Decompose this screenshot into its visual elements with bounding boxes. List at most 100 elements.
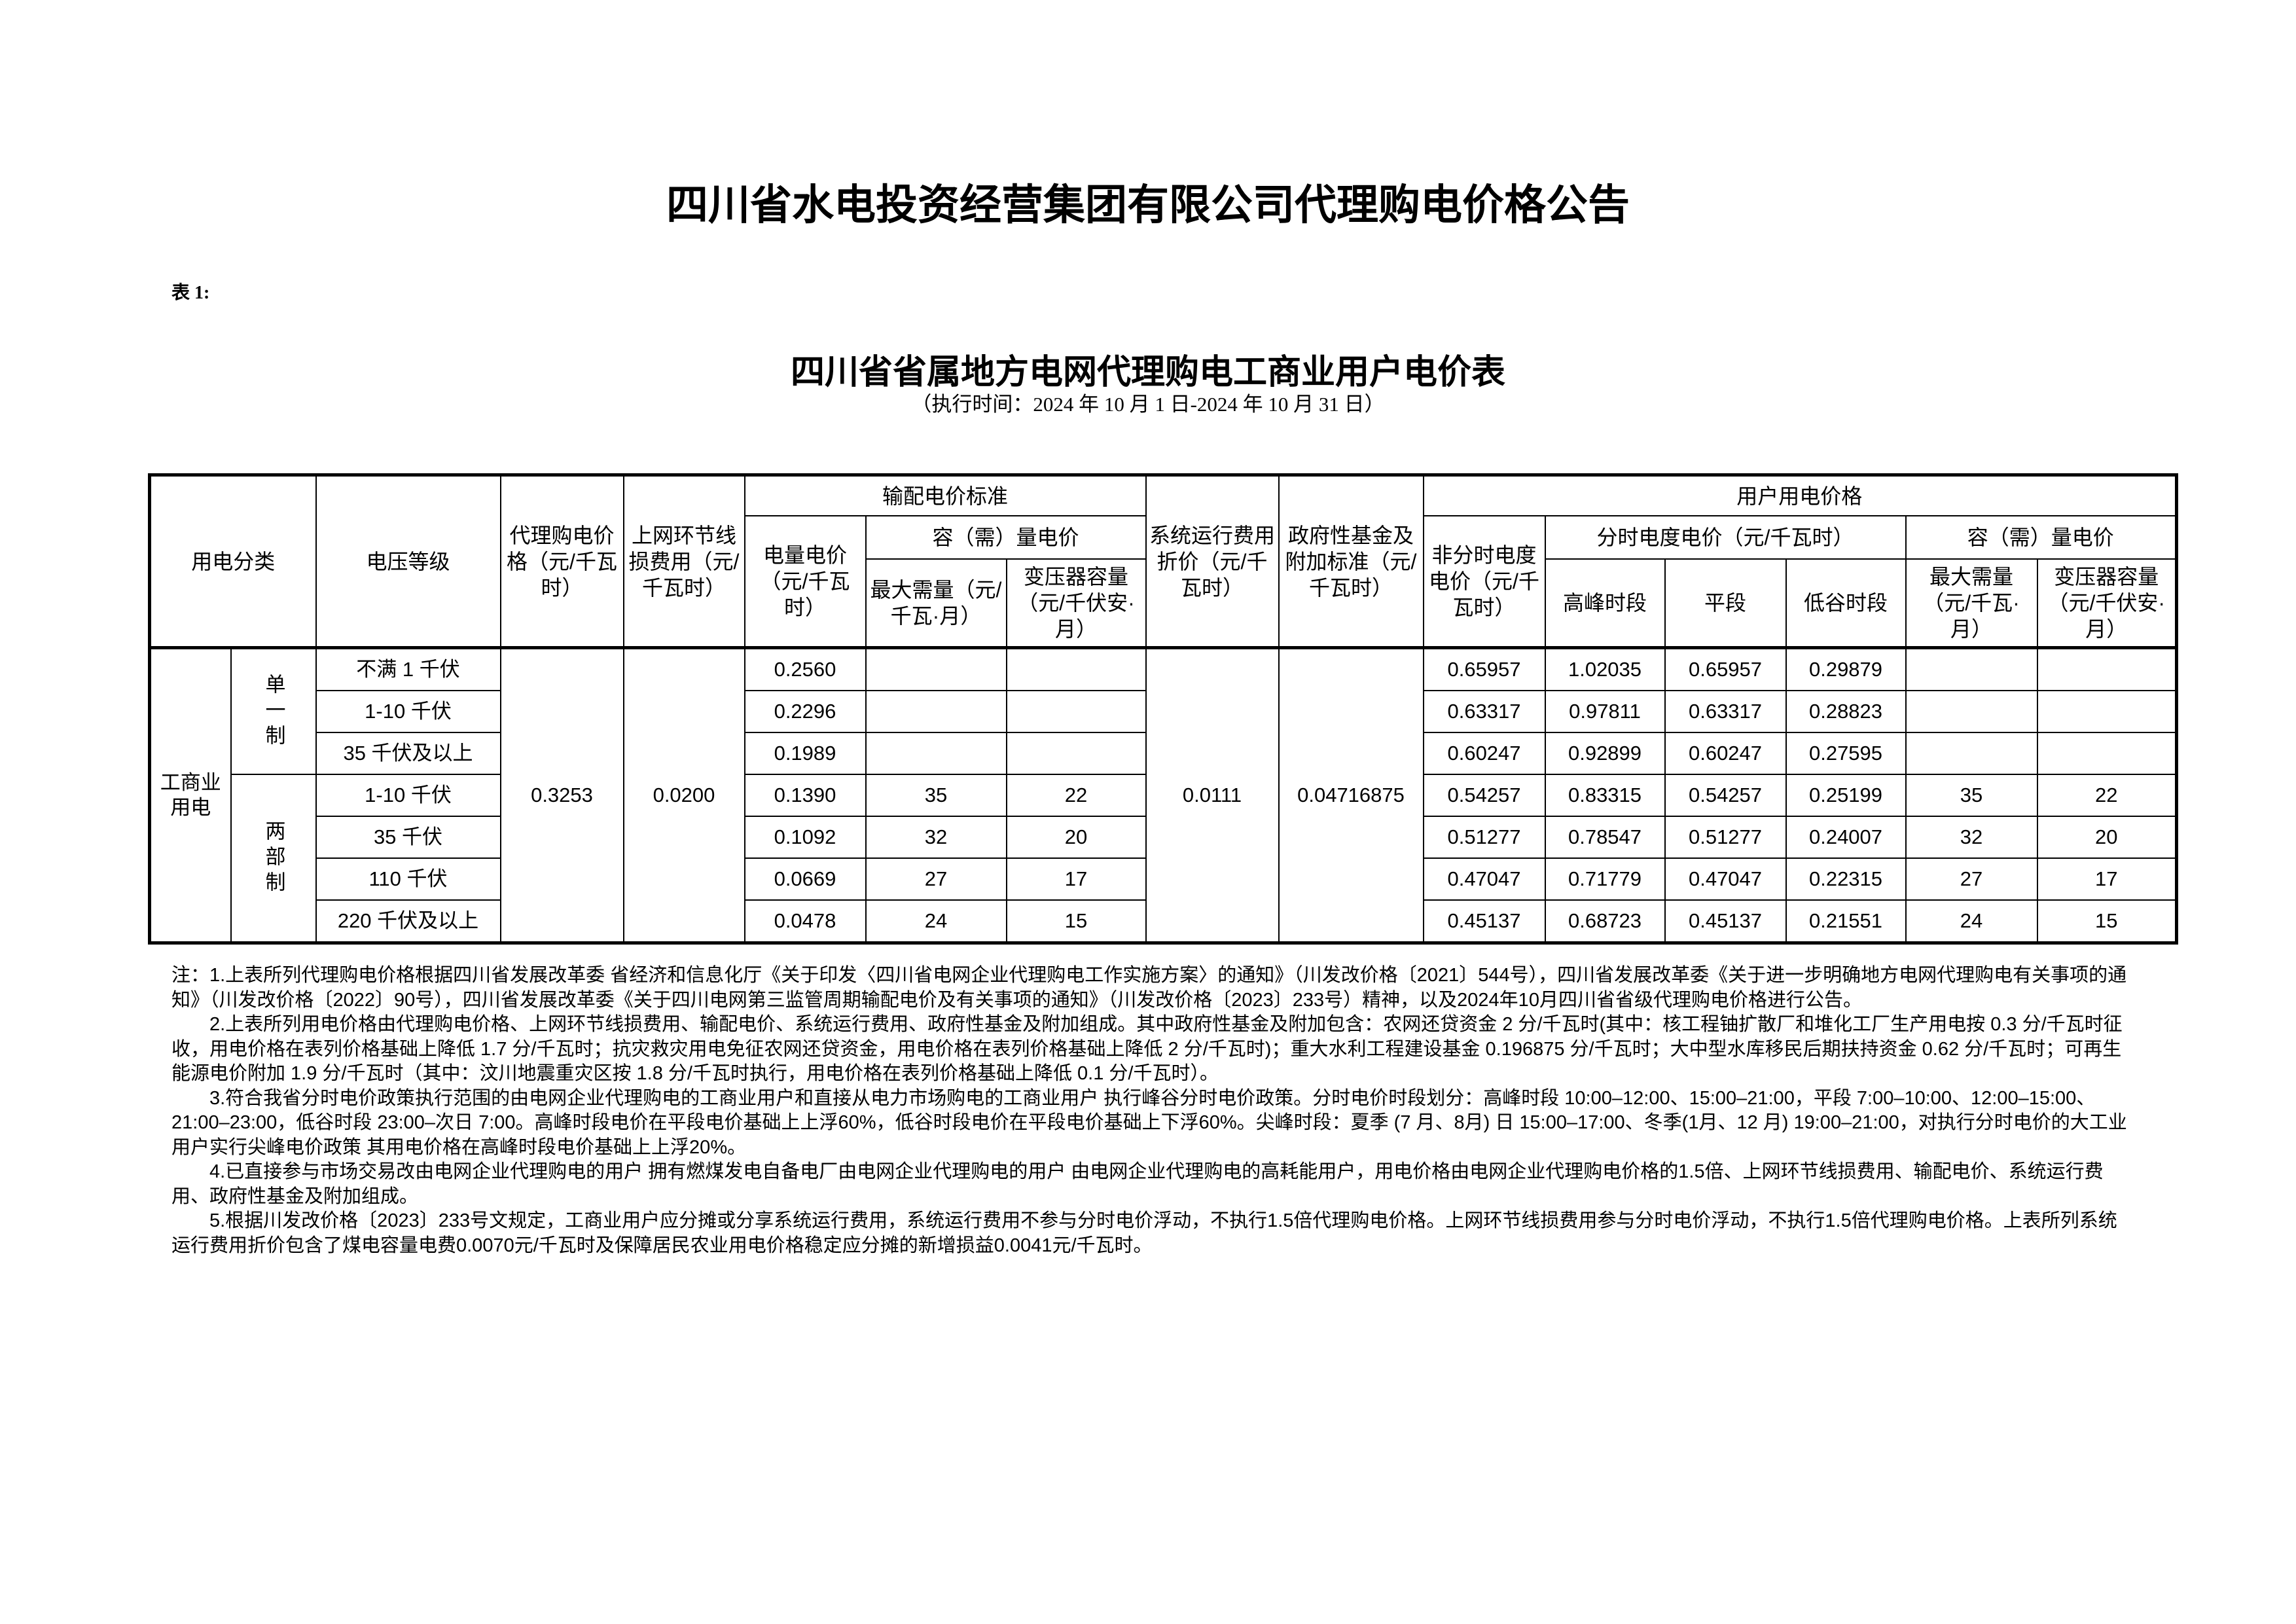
header-transformer: 变压器容量（元/千伏安·月） — [1005, 558, 1147, 649]
transformer-cell — [1005, 732, 1147, 775]
table-row: 220 千伏及以上 0.0478 24 15 0.45137 0.68723 0.45137… — [150, 899, 2178, 944]
table-row: 35 千伏及以上 0.1989 0.60247 0.92899 0.60247 0.275… — [150, 732, 2178, 775]
non-tou-cell: 0.63317 — [1422, 690, 1546, 733]
valley-cell: 0.28823 — [1785, 690, 1907, 733]
u-max-cell — [1905, 690, 2038, 733]
voltage-cell: 35 千伏及以上 — [315, 732, 501, 775]
voltage-cell: 1-10 千伏 — [315, 690, 501, 733]
u-trans-cell — [2036, 690, 2178, 733]
voltage-cell: 220 千伏及以上 — [315, 899, 501, 944]
u-trans-cell: 17 — [2036, 857, 2178, 901]
energy-price-cell: 0.2296 — [744, 690, 867, 733]
header-user-transformer: 变压器容量（元/千伏安·月） — [2036, 558, 2178, 649]
group-cell: 单一制 — [230, 647, 317, 775]
system-fee-cell: 0.0111 — [1145, 647, 1280, 944]
valley-cell: 0.29879 — [1785, 647, 1907, 691]
flat-cell: 0.51277 — [1664, 816, 1787, 859]
energy-price-cell: 0.0478 — [744, 899, 867, 944]
voltage-cell: 不满 1 千伏 — [315, 647, 501, 691]
transformer-cell — [1005, 690, 1147, 733]
transformer-cell: 20 — [1005, 816, 1147, 859]
u-max-cell: 35 — [1905, 774, 2038, 817]
table-title: 四川省省属地方电网代理购电工商业用户电价表 — [790, 353, 1505, 391]
flat-cell: 0.47047 — [1664, 857, 1787, 901]
transformer-cell: 22 — [1005, 774, 1147, 817]
group-cell: 两部制 — [230, 774, 317, 944]
transformer-cell: 15 — [1005, 899, 1147, 944]
header-non-tou: 非分时电度电价（元/千瓦时） — [1422, 515, 1546, 649]
agency-price-cell: 0.3253 — [499, 647, 624, 944]
table-row: 1-10 千伏 0.2296 0.63317 0.97811 0.63317 0.2882… — [150, 690, 2178, 733]
table-row: 工商业用电 单一制 不满 1 千伏 0.3253 0.0200 0.2560 0.0111 0… — [149, 647, 2178, 944]
valley-cell: 0.22315 — [1785, 857, 1907, 901]
page-title: 四川省水电投资经营集团有限公司代理购电价格公告 — [666, 181, 1630, 228]
valley-cell: 0.21551 — [1785, 899, 1907, 944]
header-user-price: 用户用电价格 — [1422, 474, 2178, 516]
category-cell: 工商业用电 — [149, 647, 232, 944]
loss-fee-cell: 0.0200 — [622, 647, 745, 944]
u-trans-cell: 20 — [2036, 816, 2178, 859]
energy-price-cell: 0.1092 — [744, 816, 867, 859]
notes: 注：1.上表所列代理购电价格根据四川省发展改革委 省经济和信息化厅《关于印发〈四… — [171, 964, 2132, 1258]
header-category: 用电分类 — [149, 474, 317, 649]
peak-cell: 0.83315 — [1544, 774, 1666, 817]
flat-cell: 0.65957 — [1664, 647, 1787, 691]
u-max-cell: 32 — [1905, 816, 2038, 859]
voltage-cell: 110 千伏 — [315, 857, 501, 901]
u-trans-cell — [2036, 732, 2178, 775]
non-tou-cell: 0.54257 — [1422, 774, 1546, 817]
non-tou-cell: 0.45137 — [1422, 899, 1546, 944]
peak-cell: 0.71779 — [1544, 857, 1666, 901]
header-loss-fee: 上网环节线损费用（元/千瓦时） — [622, 474, 745, 649]
energy-price-cell: 0.1390 — [744, 774, 867, 817]
voltage-cell: 1-10 千伏 — [315, 774, 501, 817]
valley-cell: 0.25199 — [1785, 774, 1907, 817]
table-row: 110 千伏 0.0669 27 17 0.47047 0.71779 0.47047 0.2… — [150, 857, 2178, 901]
u-max-cell: 27 — [1905, 857, 2038, 901]
note-3: 3.符合我省分时电价政策执行范围的由电网企业代理购电的工商业用户和直接从电力市场… — [171, 1087, 2127, 1158]
energy-price-cell: 0.0669 — [744, 857, 867, 901]
table-label: 表 1: — [171, 283, 210, 303]
u-max-cell: 24 — [1905, 899, 2038, 944]
flat-cell: 0.45137 — [1664, 899, 1787, 944]
table-row: 两部制 1-10 千伏 0.1390 35 22 0.54257 0.83315 0.5425… — [150, 774, 2178, 944]
energy-price-cell: 0.1989 — [744, 732, 867, 775]
valley-cell: 0.24007 — [1785, 816, 1907, 859]
execution-period: （执行时间：2024 年 10 月 1 日-2024 年 10 月 31 日） — [911, 393, 1385, 416]
voltage-cell: 35 千伏 — [315, 816, 501, 859]
header-capacity-price: 容（需）量电价 — [865, 515, 1147, 560]
u-max-cell — [1905, 647, 2038, 691]
header-peak: 高峰时段 — [1544, 558, 1666, 649]
flat-cell: 0.63317 — [1664, 690, 1787, 733]
peak-cell: 0.92899 — [1544, 732, 1666, 775]
peak-cell: 0.97811 — [1544, 690, 1666, 733]
price-table: 用电分类 电压等级 代理购电价格（元/千瓦时） 上网环节线损费用（元/千瓦时） … — [148, 473, 2178, 945]
header-tou: 分时电度电价（元/千瓦时） — [1544, 515, 1907, 560]
flat-cell: 0.54257 — [1664, 774, 1787, 817]
header-user-max-demand: 最大需量（元/千瓦·月） — [1905, 558, 2038, 649]
header-energy-price: 电量电价（元/千瓦时） — [744, 515, 867, 649]
note-5: 5.根据川发改价格〔2023〕233号文规定，工商业用户应分摊或分享系统运行费用… — [171, 1210, 2117, 1256]
header-valley: 低谷时段 — [1785, 558, 1907, 649]
max-demand-cell: 24 — [865, 899, 1007, 944]
peak-cell: 0.68723 — [1544, 899, 1666, 944]
max-demand-cell: 27 — [865, 857, 1007, 901]
header-td-standard: 输配电价标准 — [744, 474, 1147, 516]
u-trans-cell — [2036, 647, 2178, 691]
energy-price-cell: 0.2560 — [744, 647, 867, 691]
header-system-fee: 系统运行费用折价（元/千瓦时） — [1145, 474, 1280, 649]
header-gov-fund: 政府性基金及附加标准（元/千瓦时） — [1278, 474, 1424, 649]
peak-cell: 1.02035 — [1544, 647, 1666, 691]
non-tou-cell: 0.65957 — [1422, 647, 1546, 691]
note-4: 4.已直接参与市场交易改由电网企业代理购电的用户 拥有燃煤发电自备电厂由电网企业… — [171, 1161, 2104, 1207]
note-1: 注：1.上表所列代理购电价格根据四川省发展改革委 省经济和信息化厅《关于印发〈四… — [171, 965, 2127, 1011]
max-demand-cell: 32 — [865, 816, 1007, 859]
transformer-cell — [1005, 647, 1147, 691]
header-max-demand: 最大需量（元/千瓦·月） — [865, 558, 1007, 649]
u-trans-cell: 22 — [2036, 774, 2178, 817]
header-voltage: 电压等级 — [315, 474, 501, 649]
valley-cell: 0.27595 — [1785, 732, 1907, 775]
u-trans-cell: 15 — [2036, 899, 2178, 944]
note-2: 2.上表所列用电价格由代理购电价格、上网环节线损费用、输配电价、系统运行费用、政… — [171, 1014, 2123, 1084]
u-max-cell — [1905, 732, 2038, 775]
